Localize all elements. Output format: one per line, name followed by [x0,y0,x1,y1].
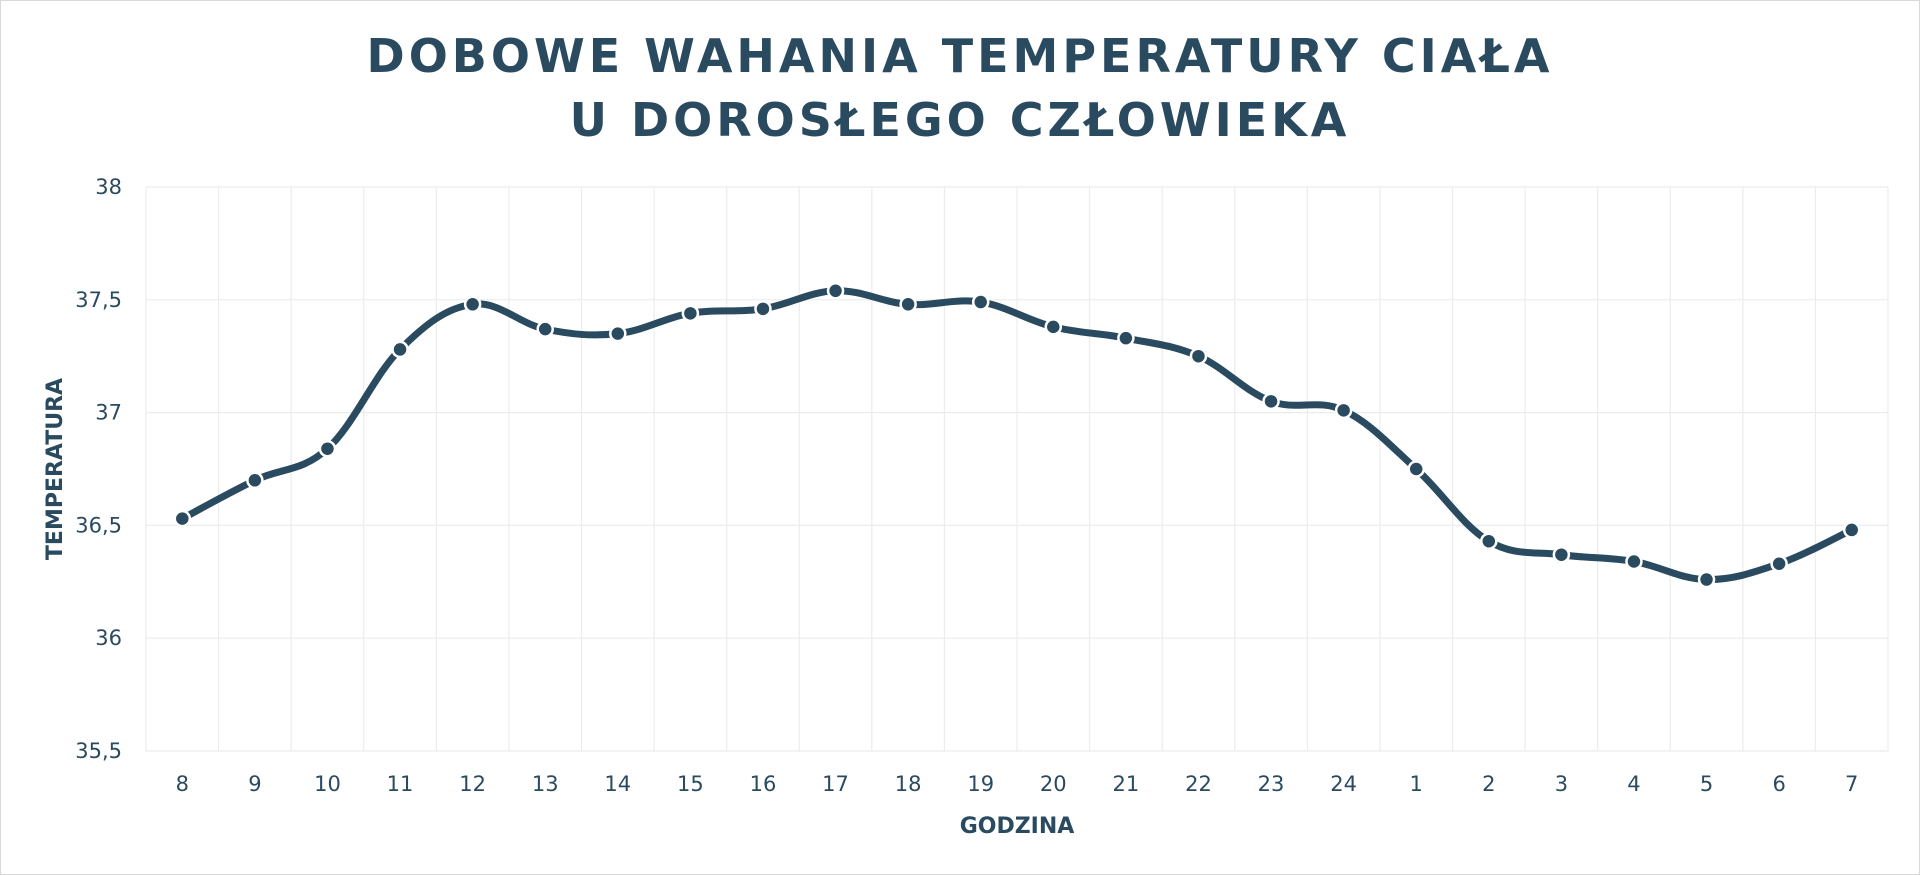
chart-title: DOBOWE WAHANIA TEMPERATURY CIAŁA [366,29,1554,83]
data-point [1117,329,1135,347]
x-tick-label: 5 [1700,772,1713,796]
y-tick-label: 35,5 [75,739,122,763]
data-point [1770,555,1788,573]
x-tick-label: 4 [1627,772,1640,796]
x-tick-label: 2 [1482,772,1495,796]
x-tick-label: 13 [532,772,559,796]
data-point [1625,552,1643,571]
data-point [463,295,482,314]
y-tick-label: 37,5 [75,288,122,312]
x-tick-label: 23 [1258,772,1285,796]
data-point [173,509,192,528]
data-point [1697,570,1716,589]
data-point [536,320,554,338]
x-tick-label: 21 [1113,772,1140,796]
data-point [391,340,409,359]
x-axis-title: GODZINA [960,814,1075,839]
y-tick-label: 36 [95,626,122,650]
x-tick-label: 9 [248,772,261,796]
chart-title-block: DOBOWE WAHANIA TEMPERATURY CIAŁA U DOROS… [0,24,1920,152]
x-tick-label: 11 [387,772,414,796]
data-point [1044,318,1063,336]
x-tick-label: 16 [750,772,777,796]
x-tick-label: 7 [1845,772,1858,796]
x-tick-label: 20 [1040,772,1067,796]
x-axis-tick-labels: 8 9 10 11 12 13 14 15 16 17 18 19 20 21 22 23 24 1 2 3 4 5 6 7 [176,772,1859,796]
x-tick-label: 3 [1555,772,1568,796]
data-point [899,295,917,314]
x-tick-label: 18 [895,772,922,796]
data-point [1189,347,1208,365]
data-point [1480,532,1498,550]
data-point [971,293,990,311]
data-point [681,304,700,323]
x-tick-label: 15 [677,772,704,796]
data-point [246,471,264,490]
x-tick-label: 19 [967,772,994,796]
data-point [826,282,845,300]
x-tick-label: 6 [1772,772,1785,796]
x-tick-label: 8 [176,772,189,796]
data-markers [173,282,1861,589]
data-point [1842,521,1861,539]
data-point [1407,460,1425,478]
x-tick-label: 17 [822,772,849,796]
grid-lines [145,186,1889,752]
x-tick-label: 14 [604,772,631,796]
y-axis-title: TEMPERATURA [43,378,68,560]
x-tick-label: 1 [1410,772,1423,796]
data-point [1552,545,1571,564]
x-tick-label: 10 [314,772,341,796]
x-tick-label: 22 [1185,772,1212,796]
data-point [1262,392,1280,411]
x-tick-label: 24 [1330,772,1357,796]
data-point [318,439,337,458]
chart-subtitle: U DOROSŁEGO CZŁOWIEKA [569,93,1351,147]
data-point [754,300,772,318]
y-axis-tick-labels: 35,5 36 36,5 37 37,5 38 [75,175,122,763]
data-point [609,324,627,343]
y-tick-label: 38 [95,175,122,199]
data-point [1334,401,1353,420]
y-tick-label: 36,5 [75,513,122,537]
y-tick-label: 37 [95,401,122,425]
x-tick-label: 12 [459,772,486,796]
